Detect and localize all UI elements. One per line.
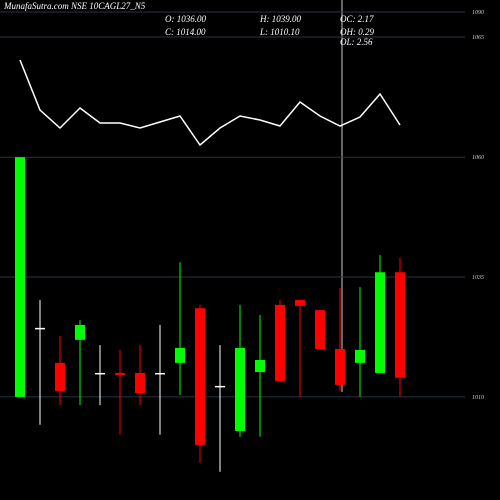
candle-body <box>255 360 265 372</box>
ohlc-info: C: 1014.00 <box>165 27 206 37</box>
candle-body <box>55 362 65 391</box>
candle-body <box>35 327 45 330</box>
candle-body <box>115 372 125 375</box>
candle-body <box>195 308 205 445</box>
candle-body <box>315 310 325 349</box>
candle-body <box>235 348 245 431</box>
y-tick-label: 1060 <box>472 155 484 161</box>
candle-body <box>15 157 25 397</box>
ohlc-info: L: 1010.10 <box>259 27 300 37</box>
candle-body <box>95 372 105 375</box>
chart-title: MunafaSutra.com NSE 10CAGL27_N5 <box>3 1 146 11</box>
y-tick-label: 1010 <box>472 395 484 401</box>
indicator-line <box>19 59 401 147</box>
candle-body <box>295 300 305 306</box>
candle-body <box>335 348 345 385</box>
candle-body <box>355 349 365 363</box>
candle-body <box>155 372 165 375</box>
candle-body <box>135 372 145 394</box>
ohlc-info: O: 1036.00 <box>165 14 206 24</box>
ohlc-info: OL: 2.56 <box>340 37 373 47</box>
candle-body <box>395 272 405 378</box>
candle-body <box>275 304 285 382</box>
y-tick-label: 1090 <box>472 10 484 16</box>
candle-body <box>75 325 85 340</box>
y-tick-label: 1035 <box>472 275 484 281</box>
ohlc-info: H: 1039.00 <box>259 14 301 24</box>
y-tick-label: 1065 <box>472 35 484 41</box>
candle-body <box>175 348 185 363</box>
candle-body <box>375 272 385 373</box>
ohlc-info: OH: 0.29 <box>340 27 374 37</box>
candle-body <box>215 385 225 388</box>
ohlc-info: OC: 2.17 <box>340 14 374 24</box>
